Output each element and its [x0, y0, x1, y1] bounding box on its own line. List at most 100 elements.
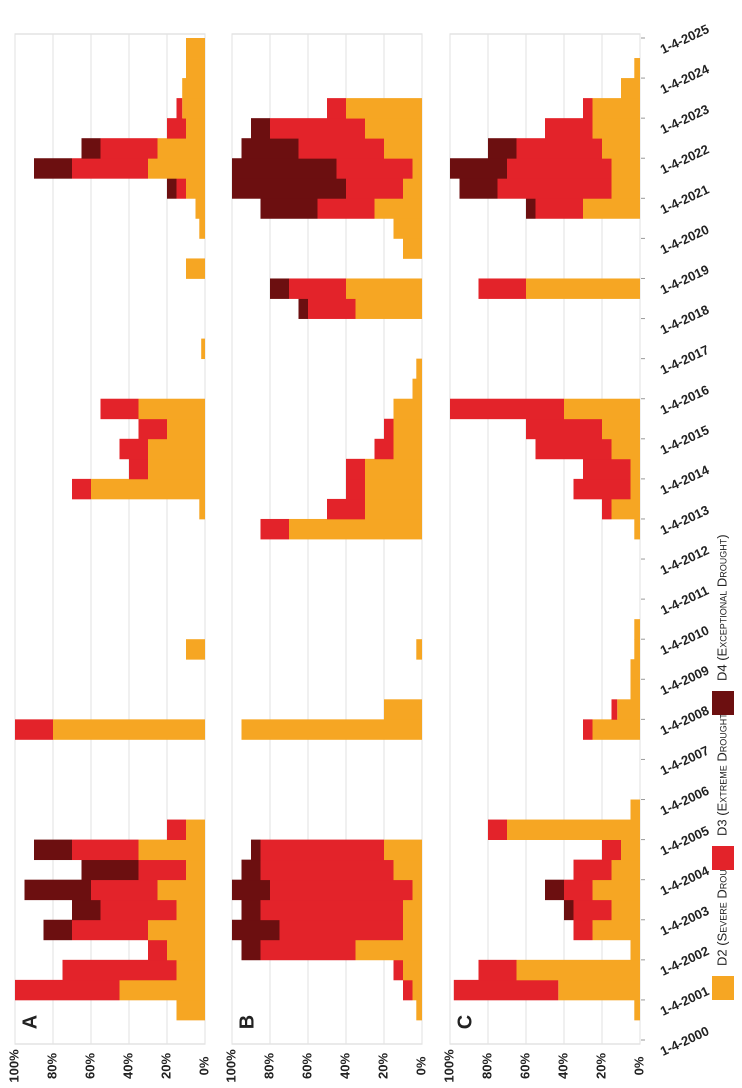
- area-segment: [167, 178, 177, 199]
- area-segment: [270, 879, 413, 901]
- area-segment: [241, 719, 422, 740]
- area-segment: [545, 879, 564, 901]
- y-tick-label: 0%: [631, 1056, 646, 1075]
- area-segment: [72, 158, 148, 179]
- area-segment: [453, 979, 559, 1001]
- area-segment: [412, 158, 422, 179]
- area-segment: [630, 478, 640, 500]
- area-segment: [630, 659, 640, 680]
- area-segment: [201, 338, 205, 360]
- area-segment: [365, 458, 422, 480]
- area-segment: [384, 839, 422, 861]
- area-segment: [72, 919, 148, 941]
- legend-label: D3 (Extreme Drought): [714, 709, 729, 836]
- area-segment: [336, 158, 413, 179]
- area-segment: [403, 238, 422, 259]
- area-segment: [573, 859, 612, 881]
- area-segment: [564, 879, 593, 901]
- area-segment: [346, 178, 403, 199]
- area-segment: [43, 919, 72, 941]
- area-segment: [403, 178, 422, 199]
- area-segment: [346, 478, 365, 500]
- area-segment: [634, 58, 640, 79]
- area-segment: [346, 458, 365, 480]
- area-segment: [346, 98, 422, 119]
- area-segment: [186, 258, 205, 279]
- area-segment: [298, 298, 308, 319]
- y-tick-label: 20%: [593, 1053, 608, 1079]
- y-tick-label: 100%: [223, 1049, 238, 1083]
- area-segment: [535, 438, 612, 460]
- y-tick-label: 20%: [375, 1053, 390, 1079]
- area-segment: [412, 378, 422, 400]
- y-tick-label: 40%: [337, 1053, 352, 1079]
- area-segment: [412, 879, 422, 901]
- y-tick-label: 100%: [6, 1049, 21, 1083]
- area-segment: [199, 498, 205, 520]
- y-tick-label: 80%: [261, 1053, 276, 1079]
- area-segment: [138, 839, 205, 861]
- area-segment: [199, 218, 205, 239]
- area-segment: [241, 939, 261, 961]
- area-segment: [573, 919, 593, 941]
- y-tick-label: 20%: [158, 1053, 173, 1079]
- area-segment: [260, 518, 289, 540]
- area-segment: [148, 458, 205, 480]
- area-segment: [148, 939, 167, 961]
- area-segment: [630, 679, 640, 700]
- area-segment: [583, 98, 593, 119]
- area-segment: [611, 178, 640, 199]
- area-segment: [176, 999, 205, 1021]
- area-segment: [516, 138, 602, 159]
- area-segment: [327, 498, 365, 520]
- area-segment: [558, 979, 640, 1001]
- area-segment: [416, 999, 422, 1021]
- area-segment: [602, 418, 640, 440]
- y-tick-label: 80%: [479, 1053, 494, 1079]
- area-segment: [611, 438, 640, 460]
- area-segment: [602, 839, 621, 861]
- area-segment: [186, 118, 205, 139]
- area-segment: [241, 859, 261, 881]
- area-segment: [507, 819, 640, 840]
- area-segment: [167, 418, 205, 440]
- area-segment: [279, 919, 403, 941]
- area-segment: [15, 979, 120, 1001]
- area-segment: [416, 639, 422, 660]
- area-segment: [374, 438, 394, 460]
- area-segment: [365, 498, 422, 520]
- area-segment: [403, 959, 422, 981]
- area-segment: [583, 719, 593, 740]
- legend-swatch: [712, 846, 734, 870]
- area-segment: [611, 158, 640, 179]
- area-segment: [289, 278, 346, 299]
- area-segment: [592, 879, 640, 901]
- panel-letter: C: [454, 1015, 476, 1029]
- area-segment: [260, 859, 394, 881]
- area-segment: [62, 959, 177, 981]
- area-segment: [251, 839, 261, 861]
- legend-swatch: [712, 691, 734, 715]
- area-segment: [167, 939, 205, 961]
- area-segment: [602, 498, 612, 520]
- area-segment: [393, 398, 422, 420]
- area-segment: [176, 178, 186, 199]
- y-tick-label: 0%: [196, 1056, 211, 1075]
- area-segment: [478, 278, 526, 299]
- area-segment: [630, 939, 640, 961]
- y-tick-label: 0%: [413, 1056, 428, 1075]
- area-segment: [148, 919, 205, 941]
- area-segment: [308, 298, 356, 319]
- area-segment: [176, 959, 205, 981]
- area-segment: [81, 138, 101, 159]
- area-segment: [365, 118, 422, 139]
- area-segment: [617, 699, 640, 720]
- area-segment: [507, 158, 612, 179]
- area-segment: [488, 138, 517, 159]
- area-segment: [232, 879, 270, 901]
- area-segment: [167, 118, 186, 139]
- area-segment: [573, 899, 612, 921]
- area-segment: [289, 518, 422, 540]
- area-segment: [634, 999, 640, 1021]
